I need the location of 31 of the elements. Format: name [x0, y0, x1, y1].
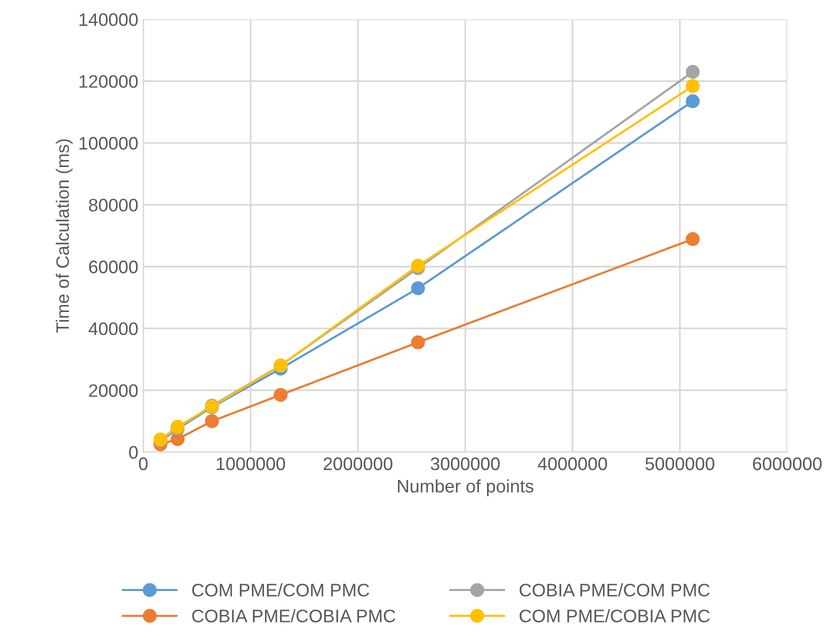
y-tick-label: 40000	[88, 322, 138, 336]
point	[170, 432, 185, 446]
point	[686, 94, 700, 108]
legend-label: COBIA PME/COBIA PMC	[192, 609, 396, 622]
point	[411, 281, 425, 296]
x-axis-title: Number of points	[398, 479, 534, 496]
x-tick-label: 5000000	[645, 457, 714, 470]
point	[411, 335, 425, 350]
y-tick-label: 100000	[80, 136, 138, 150]
legend-label: COBIA PME/COM PMC	[520, 583, 710, 597]
point	[686, 232, 700, 246]
x-tick-label: 0	[138, 457, 148, 470]
y-tick-label: 120000	[80, 75, 138, 88]
x-tick-label: 1000000	[216, 457, 286, 470]
point	[411, 258, 425, 273]
y-axis-title: Time of Calculation (ms)	[56, 139, 73, 333]
point	[205, 414, 219, 428]
y-tick-label: 140000	[80, 13, 138, 26]
point	[274, 388, 288, 402]
x-tick-label: 4000000	[538, 457, 607, 470]
legend-label: COM PME/COBIA PMC	[520, 609, 710, 622]
y-tick-label: 80000	[88, 198, 138, 212]
point	[686, 79, 700, 94]
point	[686, 64, 700, 79]
legend-label: COM PME/COM PMC	[192, 583, 370, 597]
x-tick-label: 6000000	[752, 457, 822, 470]
x-tick-label: 3000000	[430, 457, 500, 470]
x-tick-label: 2000000	[324, 457, 392, 470]
y-tick-label: 60000	[89, 260, 138, 274]
y-tick-label: 0	[129, 446, 138, 459]
y-tick-label: 20000	[89, 384, 138, 397]
